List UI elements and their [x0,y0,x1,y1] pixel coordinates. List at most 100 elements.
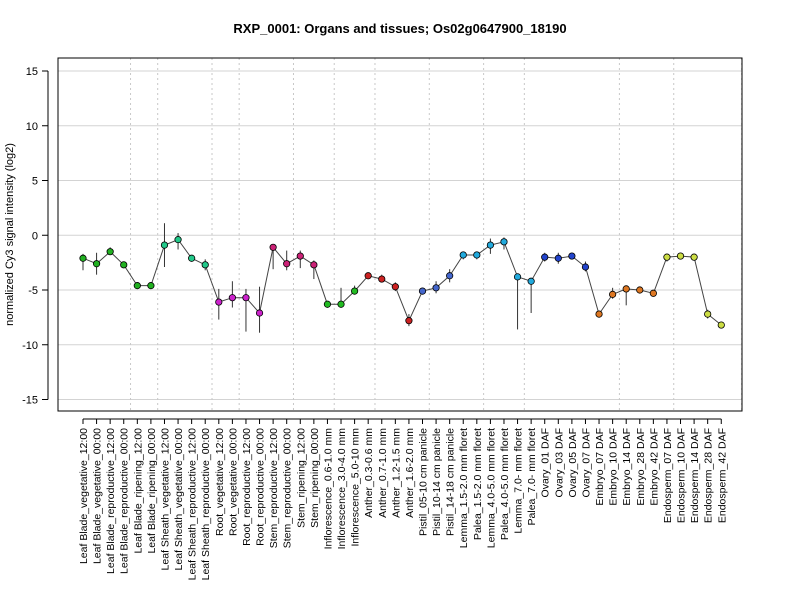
data-point [160,241,169,249]
data-point [391,283,399,291]
data-point [581,263,590,271]
x-tick-label: Ovary_05 DAF [567,428,579,497]
x-tick-label: Lemma_4.0-5.0 mm floret [485,428,497,548]
y-tick-label: 15 [26,66,38,78]
data-point [92,260,101,268]
x-tick-label: Root_vegetative_12:00 [214,428,226,536]
x-tick-label: Leaf Sheath_vegetative_00:00 [173,428,185,571]
data-point [554,254,562,262]
data-point [622,285,630,293]
data-point [310,261,318,269]
data-point [690,253,698,261]
x-tick-label: Pistil_14-18 cm panicle [445,428,457,536]
point-layer [79,236,725,329]
x-tick-label: Leaf Sheath_vegetative_12:00 [159,428,171,571]
x-tick-label: Ovary_01 DAF [540,428,552,497]
x-tick-label: Pistil_10-14 cm panicle [431,428,443,536]
grid-layer [58,70,742,400]
data-point [636,286,644,294]
data-point [378,275,386,283]
group-separator-layer [130,58,743,411]
data-point [323,300,332,308]
x-axis: Leaf Blade_vegetative_12:00 Leaf Blade_ve… [78,418,728,581]
data-point [527,277,535,285]
x-tick-label: Endosperm_28 DAF [703,428,715,523]
plot-frame [57,57,743,412]
x-tick-label: Leaf Blade_ripening_00:00 [146,428,158,554]
x-tick-label: Stem_ripening_12:00 [295,428,307,528]
data-point [120,261,128,269]
x-tick-label: Root_reproductive_00:00 [255,428,267,546]
data-point [188,254,196,262]
x-tick-label: Palea_4.0-5.0 mm floret [499,428,511,540]
data-point [79,254,87,262]
data-point [201,261,209,269]
data-point [717,321,725,329]
x-tick-label: Embryo_42 DAF [648,428,660,506]
x-tick-label: Embryo_07 DAF [594,428,606,506]
y-tick-label: -10 [22,340,38,352]
x-tick-label: Leaf Sheath_reproductive_00:00 [200,428,212,581]
x-tick-label: Root_vegetative_00:00 [227,428,239,536]
data-point [215,298,223,306]
x-tick-label: Stem_ripening_00:00 [309,428,321,528]
x-tick-label: Embryo_10 DAF [608,428,620,506]
data-point [350,287,359,295]
x-tick-label: Lemma_1.5-2.0 mm floret [458,428,470,548]
y-tick-label: -5 [28,285,38,297]
x-tick-label: Inflorescence_3.0-4.0 mm [336,428,348,550]
data-point [255,309,264,317]
data-point [418,287,427,295]
data-point [283,260,291,268]
data-point [676,252,685,260]
data-point [432,284,440,292]
data-point [147,282,155,290]
x-tick-label: Leaf Blade_vegetative_00:00 [92,428,104,564]
x-tick-label: Palea_1.5-2.0 mm floret [472,428,484,540]
x-tick-label: Anther_1.2-1.5 mm [390,428,402,518]
x-tick-label: Leaf Blade_vegetative_12:00 [78,428,90,564]
y-tick-label: 10 [26,121,38,133]
x-tick-label: Pistil_05-10 cm panicle [418,428,430,536]
x-tick-label: Palea_7.0- mm floret [526,428,538,526]
y-tick-label: -15 [22,395,38,407]
y-tick-label: 0 [32,230,38,242]
x-tick-label: Anther_0.3-0.6 mm [363,428,375,518]
data-point [609,290,617,298]
data-point [242,294,250,302]
x-tick-label: Endosperm_42 DAF [716,428,728,523]
x-tick-label: Endosperm_10 DAF [676,428,688,523]
data-point [228,294,236,302]
data-point [296,252,304,260]
x-tick-label: Leaf Blade_ripening_12:00 [132,428,144,554]
data-point [513,273,522,281]
data-point [500,238,508,246]
data-point [649,289,657,297]
data-point [473,251,481,259]
data-point [486,241,494,249]
x-tick-label: Endosperm_07 DAF [662,428,674,523]
x-tick-label: Ovary_03 DAF [553,428,565,497]
y-axis-label: normalized Cy3 signal intensity (log2) [4,143,16,326]
x-tick-label: Inflorescence_5.0-10 mm [350,428,362,547]
y-tick-label: 5 [32,176,38,188]
data-point [364,272,372,280]
data-point [446,272,454,280]
data-point [541,253,549,261]
x-tick-label: Ovary_07 DAF [580,428,592,497]
data-point [269,243,277,251]
x-tick-label: Stem_reproductive_00:00 [282,428,294,548]
data-point [174,236,182,244]
data-point [133,282,141,290]
x-tick-label: Leaf Sheath_reproductive_12:00 [187,428,199,581]
x-tick-label: Stem_reproductive_12:00 [268,428,280,548]
x-tick-label: Embryo_14 DAF [621,428,633,506]
data-point [663,253,671,261]
y-axis: -15 -10 -5 0 5 10 15 [22,66,49,407]
data-point [595,310,603,318]
x-tick-label: Inflorescence_0.6-1.0 mm [322,428,334,550]
chart-title: RXP_0001: Organs and tissues; Os02g06479… [233,21,567,36]
x-tick-label: Root_reproductive_12:00 [241,428,253,546]
x-tick-label: Embryo_28 DAF [635,428,647,506]
